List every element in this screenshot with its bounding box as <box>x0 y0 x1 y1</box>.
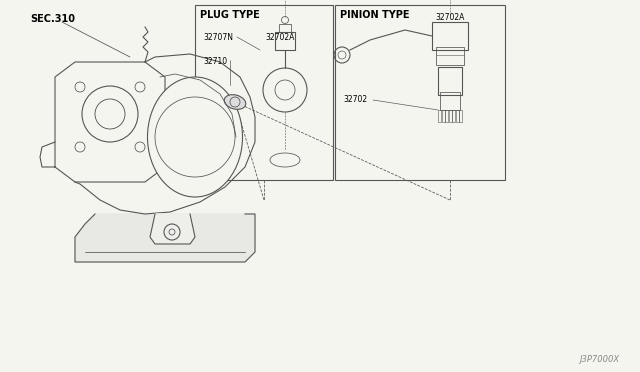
Bar <box>195 5 333 180</box>
Bar <box>335 5 505 180</box>
Bar <box>459 110 462 122</box>
Bar <box>275 32 295 50</box>
Text: PLUG TYPE: PLUG TYPE <box>200 10 260 20</box>
Polygon shape <box>75 214 255 262</box>
Bar <box>445 110 448 122</box>
Ellipse shape <box>224 94 246 109</box>
Polygon shape <box>150 214 195 244</box>
Text: PINION TYPE: PINION TYPE <box>340 10 410 20</box>
Bar <box>438 67 462 95</box>
Bar <box>436 47 464 65</box>
Text: 32707N: 32707N <box>203 33 233 42</box>
Bar <box>432 22 468 50</box>
Polygon shape <box>75 54 255 214</box>
Bar <box>456 110 458 122</box>
Text: 32702A: 32702A <box>265 33 294 42</box>
Polygon shape <box>55 62 165 182</box>
Bar <box>279 24 291 32</box>
Bar <box>440 92 460 110</box>
Bar <box>449 110 451 122</box>
Text: SEC.310: SEC.310 <box>30 14 75 24</box>
Text: J3P7000X: J3P7000X <box>580 355 620 364</box>
Bar <box>438 110 441 122</box>
Text: 32702: 32702 <box>343 95 367 104</box>
Text: 32702A: 32702A <box>435 13 465 22</box>
Bar <box>442 110 445 122</box>
Text: 32710: 32710 <box>203 57 227 66</box>
Ellipse shape <box>147 77 243 197</box>
Bar <box>452 110 455 122</box>
